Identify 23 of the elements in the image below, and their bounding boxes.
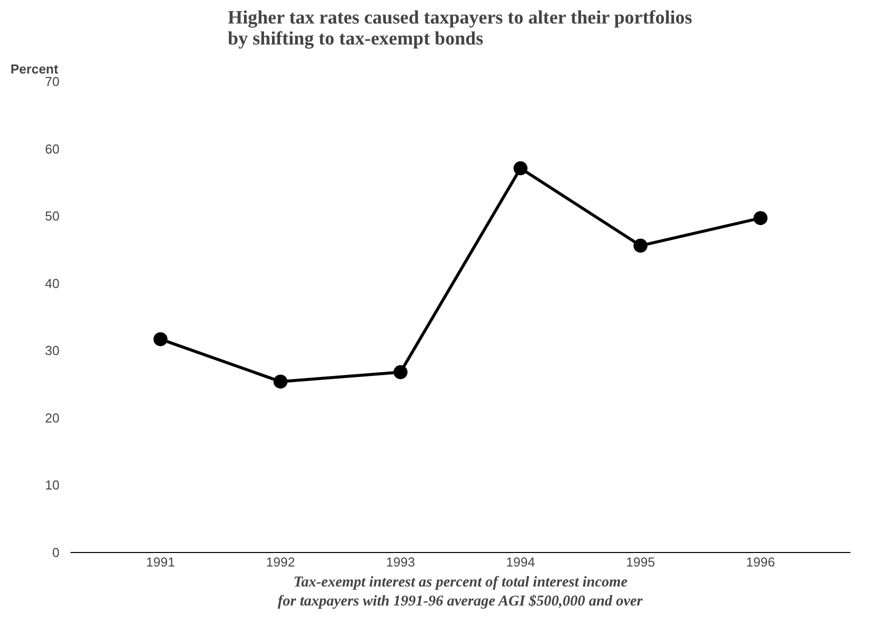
- y-tick-label: 0: [52, 545, 60, 560]
- y-axis-title: Percent: [10, 62, 59, 76]
- point: [394, 365, 408, 380]
- point: [514, 161, 528, 176]
- x-tick-label: 1994: [506, 554, 535, 570]
- x-tick-label: 1993: [386, 554, 415, 570]
- x-tick-label: 1995: [626, 554, 655, 570]
- y-tick-label: 20: [45, 410, 60, 426]
- y-tick-label: 60: [45, 141, 60, 156]
- x-tick-label: 1996: [746, 554, 775, 570]
- y-tick-label: 50: [45, 208, 60, 224]
- y-tick-label: 40: [45, 276, 60, 291]
- y-tick-label: 10: [45, 478, 60, 493]
- y-tick-label: 30: [45, 343, 60, 358]
- chart-title: Higher tax rates caused taxpayers to alter their portfolios by shifting to tax-exempt bonds: [228, 8, 692, 50]
- x-tick-label: 1991: [146, 554, 175, 570]
- y-tick-label: 70: [45, 74, 60, 89]
- x-tick-label: 1992: [266, 554, 295, 570]
- point: [634, 238, 648, 253]
- point: [754, 211, 768, 226]
- point: [154, 332, 168, 346]
- point: [274, 374, 288, 389]
- x-axis-title: Tax-exempt interest as percent of total interest income for taxpayers with 1991-96 average AGI $500,000 and over: [278, 574, 643, 610]
